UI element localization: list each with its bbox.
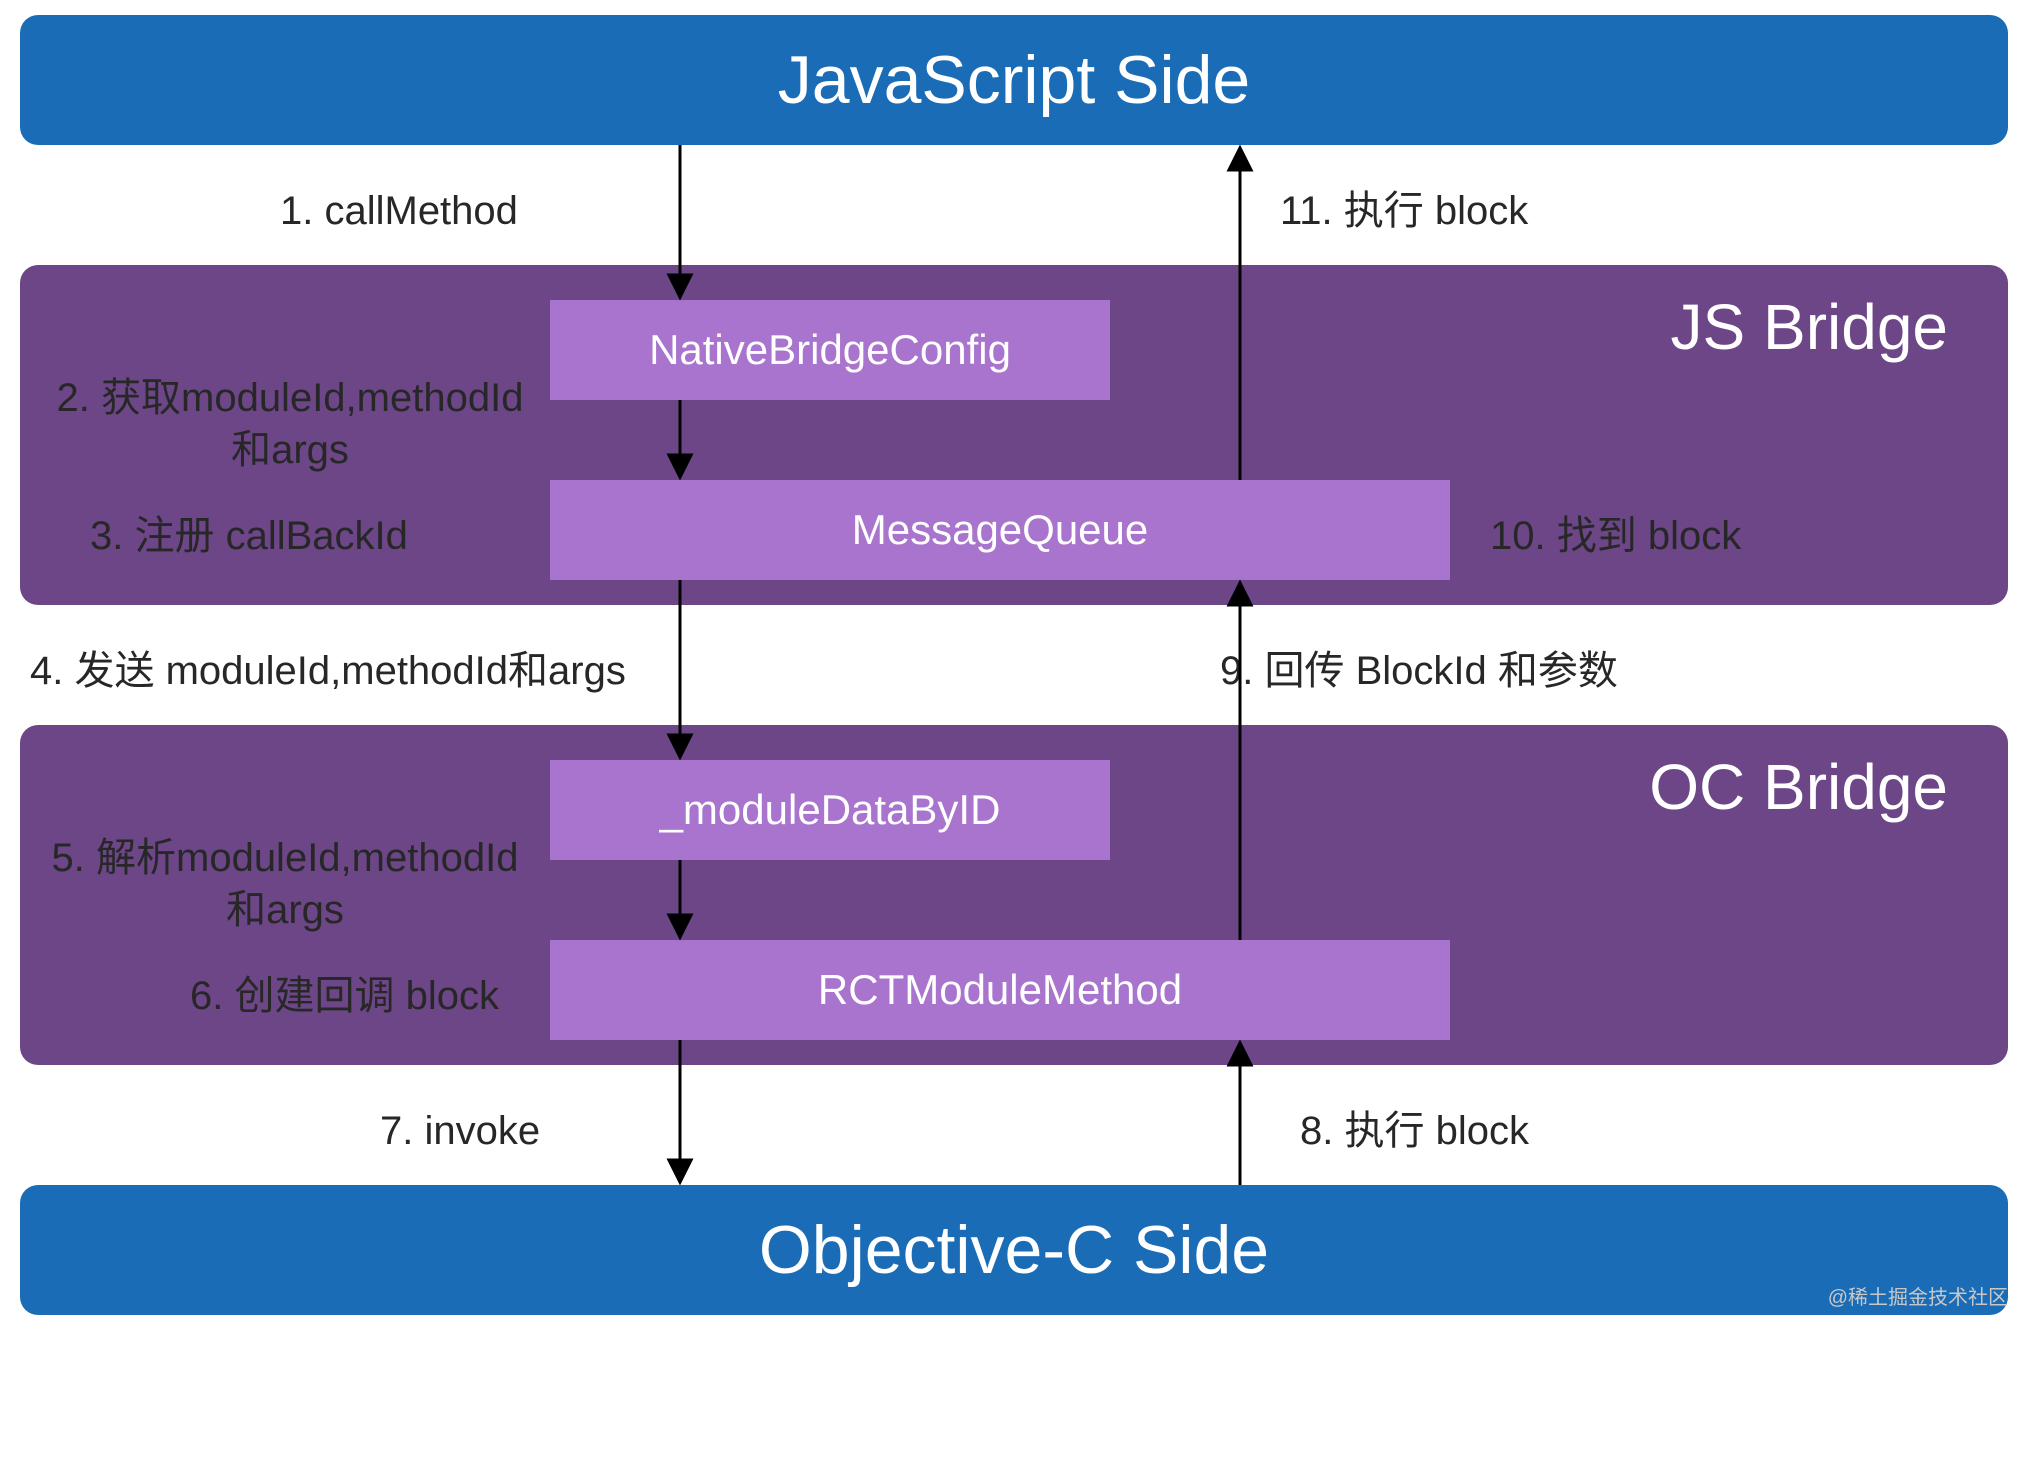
label-step9-text: 9. 回传 BlockId 和参数 <box>1220 649 1618 693</box>
label-step10: 10. 找到 block <box>1490 510 1741 562</box>
label-step11: 11. 执行 block <box>1280 185 1528 237</box>
label-step1: 1. callMethod <box>280 185 518 237</box>
label-step3: 3. 注册 callBackId <box>90 510 408 562</box>
watermark-text: @稀土掘金技术社区 <box>1828 1287 2008 1309</box>
label-step10-text: 10. 找到 block <box>1490 514 1741 558</box>
label-step7-text: 7. invoke <box>380 1109 540 1153</box>
label-step11-text: 11. 执行 block <box>1280 189 1528 233</box>
node-oc-side: Objective-C Side <box>20 1185 2008 1315</box>
node-js-side: JavaScript Side <box>20 15 2008 145</box>
label-step4-text: 4. 发送 moduleId,methodId和args <box>30 649 626 693</box>
label-step5-text: 5. 解析moduleId,methodId 和args <box>52 836 519 932</box>
label-step2: 2. 获取moduleId,methodId 和args <box>40 320 540 476</box>
label-step8-text: 8. 执行 block <box>1300 1109 1529 1153</box>
label-step6-text: 6. 创建回调 block <box>190 974 499 1018</box>
node-rct-module-method-label: RCTModuleMethod <box>818 966 1182 1014</box>
label-step2-text: 2. 获取moduleId,methodId 和args <box>57 376 524 472</box>
label-step4: 4. 发送 moduleId,methodId和args <box>30 645 626 697</box>
node-native-bridge-config: NativeBridgeConfig <box>550 300 1110 400</box>
label-step6: 6. 创建回调 block <box>190 970 499 1022</box>
watermark: @稀土掘金技术社区 <box>1828 1281 2008 1310</box>
label-step1-text: 1. callMethod <box>280 189 518 233</box>
node-message-queue-label: MessageQueue <box>852 506 1149 554</box>
diagram-canvas: JavaScript Side JS Bridge NativeBridgeCo… <box>0 0 2028 1460</box>
node-js-side-label: JavaScript Side <box>778 41 1250 119</box>
label-step7: 7. invoke <box>380 1105 540 1157</box>
label-step3-text: 3. 注册 callBackId <box>90 514 408 558</box>
node-module-data-by-id-label: _moduleDataByID <box>660 786 1001 834</box>
node-oc-bridge-label: OC Bridge <box>1649 750 1948 824</box>
label-step8: 8. 执行 block <box>1300 1105 1529 1157</box>
node-native-bridge-config-label: NativeBridgeConfig <box>649 326 1011 374</box>
label-step9: 9. 回传 BlockId 和参数 <box>1220 645 1618 697</box>
node-js-bridge-label: JS Bridge <box>1671 290 1948 364</box>
node-oc-side-label: Objective-C Side <box>759 1211 1269 1289</box>
node-message-queue: MessageQueue <box>550 480 1450 580</box>
node-module-data-by-id: _moduleDataByID <box>550 760 1110 860</box>
label-step5: 5. 解析moduleId,methodId 和args <box>35 780 535 936</box>
node-rct-module-method: RCTModuleMethod <box>550 940 1450 1040</box>
